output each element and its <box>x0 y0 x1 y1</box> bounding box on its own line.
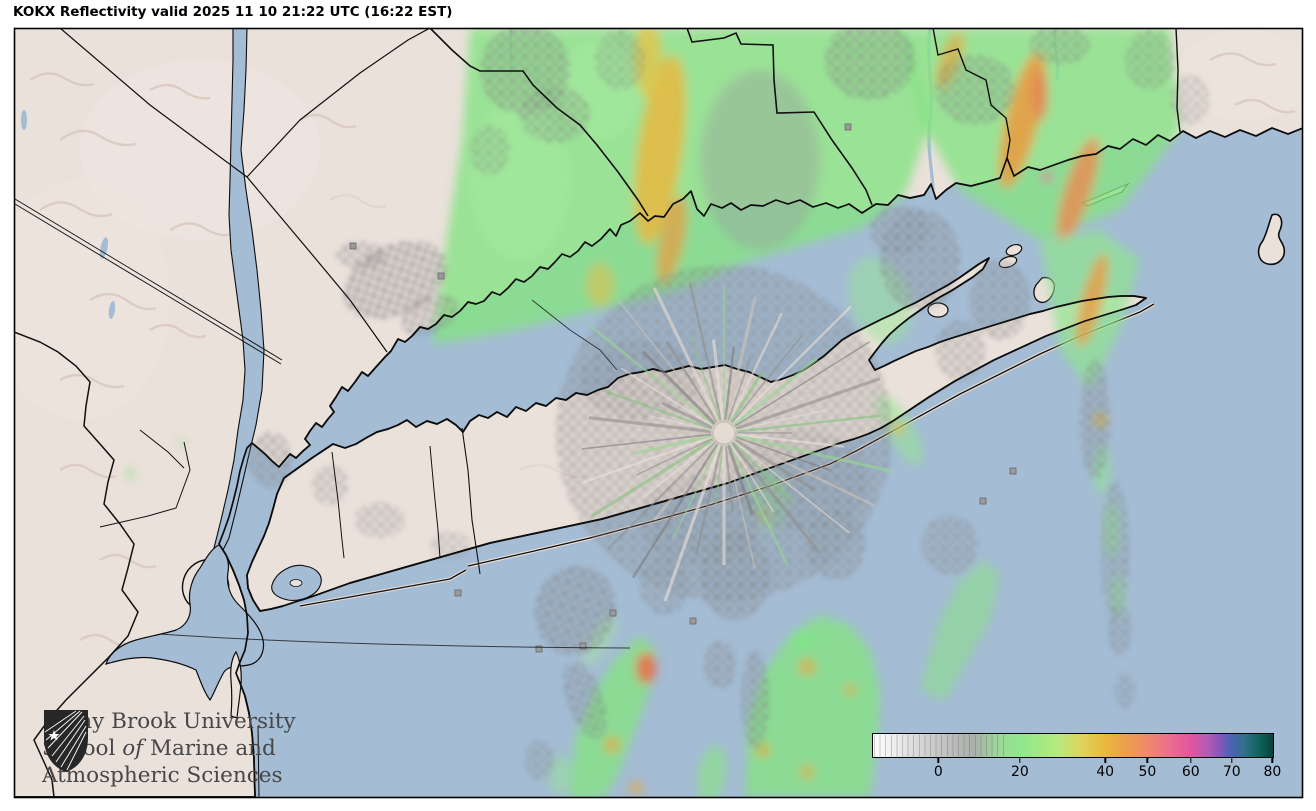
colorbar-tick-label: 20 <box>1011 764 1029 780</box>
stonybrook-logo: Stony Brook UniversitySchool of Marine a… <box>42 708 296 789</box>
colorbar-tick-label: 60 <box>1181 764 1200 780</box>
radar-site-center <box>712 421 736 445</box>
sandy-hook <box>230 650 242 719</box>
clutter-specks <box>349 123 1017 653</box>
precipitation-echoes <box>128 28 1180 798</box>
radar-sunburst <box>581 282 894 602</box>
colorbar-tick-label: 70 <box>1222 764 1241 780</box>
block-island <box>1257 213 1286 266</box>
colorbar-tick-label: 40 <box>1096 764 1115 780</box>
stony-brook-shield-icon <box>44 710 88 772</box>
figure-title: KOKX Reflectivity valid 2025 11 10 21:22… <box>13 4 453 20</box>
colorbar-discrete-steps <box>874 735 1006 758</box>
barrier-islands <box>257 302 1156 798</box>
small-island <box>1005 243 1023 257</box>
map-frame <box>13 27 1304 799</box>
boundary-lines <box>14 28 1181 798</box>
colorbar-tick-label: 0 <box>933 764 943 780</box>
reflectivity-colorbar: 0 20 40 50 60 70 80 <box>872 733 1281 781</box>
colorbar-tick-label: 80 <box>1263 764 1282 780</box>
colorbar-tick-label: 50 <box>1138 764 1157 780</box>
colorbar-gradient <box>872 733 1274 758</box>
